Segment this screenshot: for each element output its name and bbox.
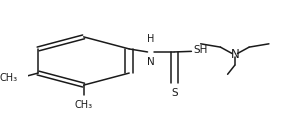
Text: CH₃: CH₃: [74, 100, 93, 110]
Text: SH: SH: [193, 45, 208, 55]
Text: CH₃: CH₃: [0, 73, 17, 83]
Text: N: N: [147, 57, 154, 67]
Text: S: S: [171, 87, 178, 97]
Text: H: H: [147, 34, 154, 44]
Text: N: N: [230, 48, 239, 61]
